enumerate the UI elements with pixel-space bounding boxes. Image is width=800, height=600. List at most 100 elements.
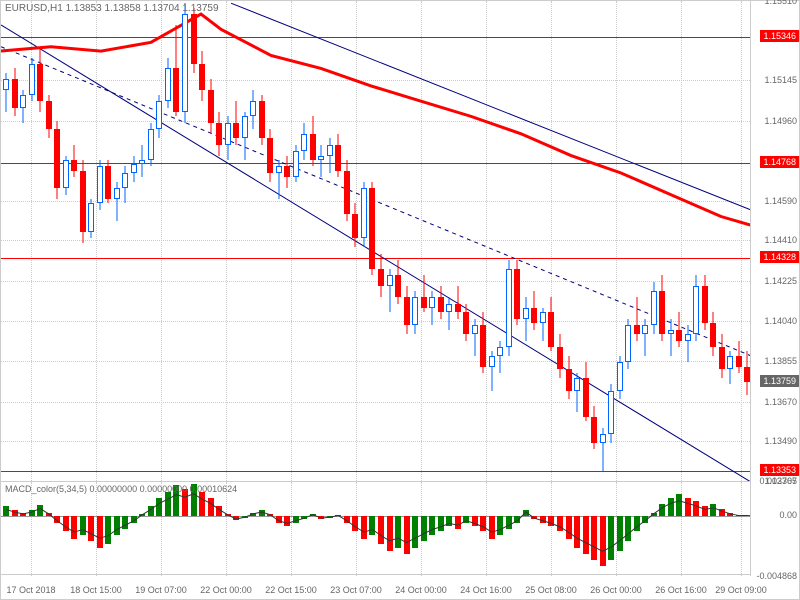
price-chart[interactable] [1, 1, 751, 481]
macd-bar [267, 514, 273, 516]
macd-bar [250, 513, 256, 517]
macd-bar [480, 516, 486, 531]
macd-tick: 0.00 [779, 510, 797, 520]
macd-bar [327, 516, 333, 517]
macd-bar [574, 516, 580, 547]
macd-bar [412, 516, 418, 547]
macd-bar [233, 516, 239, 520]
macd-bar [148, 506, 154, 516]
current-price-label: 1.13759 [760, 375, 799, 387]
macd-bar [395, 516, 401, 547]
macd-bar [506, 516, 512, 528]
macd-bar [276, 516, 282, 522]
resistance-line [1, 37, 751, 38]
time-tick: 29 Oct 09:00 [715, 585, 767, 595]
macd-bar [122, 516, 128, 528]
time-tick: 23 Oct 07:00 [330, 585, 382, 595]
macd-bar [617, 516, 623, 551]
time-axis: 17 Oct 2018 18 Oct 15:00 19 Oct 07:00 22 Oc… [1, 574, 751, 599]
macd-bar [531, 516, 537, 518]
resistance-line [1, 163, 751, 164]
macd-bar [387, 516, 393, 551]
macd-bar [208, 498, 214, 517]
macd-bar [284, 516, 290, 526]
macd-bar [710, 504, 716, 516]
macd-indicator[interactable]: MACD_color(5,34,5) 0.00000000 0.00000000… [1, 481, 751, 576]
time-tick: 19 Oct 07:00 [135, 585, 187, 595]
ohlc-values: 1.13853 1.13858 1.13704 1.13759 [66, 3, 219, 14]
macd-bar [540, 516, 546, 522]
macd-bar [583, 516, 589, 553]
macd-bar [37, 505, 43, 516]
price-tick: 1.14225 [764, 276, 797, 286]
price-tick: 1.14960 [764, 116, 797, 126]
symbol-label: EURUSD,H1 [5, 3, 63, 14]
price-tick: 1.14040 [764, 316, 797, 326]
price-tick: 1.14590 [764, 196, 797, 206]
price-tick: 1.13855 [764, 356, 797, 366]
macd-bar [71, 516, 77, 538]
macd-bar [659, 504, 665, 516]
level-label: 1.15346 [760, 30, 799, 42]
macd-bar [668, 498, 674, 517]
macd-bar [352, 516, 358, 531]
macd-bar [225, 514, 231, 516]
price-axis: 1.15510 1.15346 1.15145 1.14960 1.14768 1.145… [749, 1, 799, 481]
macd-bar [242, 516, 248, 517]
price-tick: 1.15510 [764, 0, 797, 6]
macd-bar [310, 514, 316, 516]
macd-bar [421, 516, 427, 541]
macd-bar [54, 516, 60, 522]
macd-bar [88, 516, 94, 541]
macd-bar [3, 506, 9, 516]
macd-bar [455, 516, 461, 528]
macd-bar [378, 516, 384, 543]
macd-bar [12, 510, 18, 516]
macd-bar [489, 516, 495, 538]
time-tick: 26 Oct 16:00 [655, 585, 707, 595]
macd-bar [608, 516, 614, 560]
macd-bar [46, 513, 52, 517]
macd-bar [369, 516, 375, 535]
macd-tick: -0.004868 [756, 571, 797, 581]
macd-axis: 0.0027670.00-0.004868 [749, 481, 799, 576]
macd-bar [514, 516, 520, 522]
macd-bar [566, 516, 572, 538]
macd-bar [625, 516, 631, 541]
price-tick: 1.13490 [764, 436, 797, 446]
time-tick: 25 Oct 08:00 [525, 585, 577, 595]
chart-header: EURUSD,H1 1.13853 1.13858 1.13704 1.1375… [5, 3, 219, 14]
macd-bar [676, 494, 682, 516]
forex-chart: EURUSD,H1 1.13853 1.13858 1.13704 1.1375… [0, 0, 800, 600]
level-label: 1.14768 [760, 156, 799, 168]
macd-bar [63, 516, 69, 531]
price-tick: 1.13670 [764, 397, 797, 407]
macd-bar [404, 516, 410, 553]
macd-bar [156, 498, 162, 517]
macd-bar [548, 516, 554, 526]
macd-bar [361, 516, 367, 538]
macd-bar [719, 509, 725, 516]
macd-bar [165, 492, 171, 517]
macd-bar [216, 506, 222, 516]
macd-bar [600, 516, 606, 566]
macd-bar [591, 516, 597, 560]
macd-header: MACD_color(5,34,5) 0.00000000 0.00000000… [5, 484, 237, 494]
macd-bar [438, 516, 444, 531]
macd-bar [29, 510, 35, 516]
level-label: 1.13353 [760, 464, 799, 476]
resistance-line [1, 258, 751, 259]
macd-bar [472, 516, 478, 526]
time-tick: 22 Oct 15:00 [265, 585, 317, 595]
macd-tick: 0.002767 [759, 476, 797, 486]
macd-bar [702, 506, 708, 516]
time-tick: 17 Oct 2018 [6, 585, 55, 595]
time-tick: 18 Oct 15:00 [70, 585, 122, 595]
macd-bar [497, 516, 503, 535]
macd-bar [131, 516, 137, 522]
macd-bar [301, 516, 307, 518]
macd-bar [727, 513, 733, 517]
price-tick: 1.15145 [764, 75, 797, 85]
macd-bar [318, 516, 324, 518]
macd-bar [463, 516, 469, 522]
